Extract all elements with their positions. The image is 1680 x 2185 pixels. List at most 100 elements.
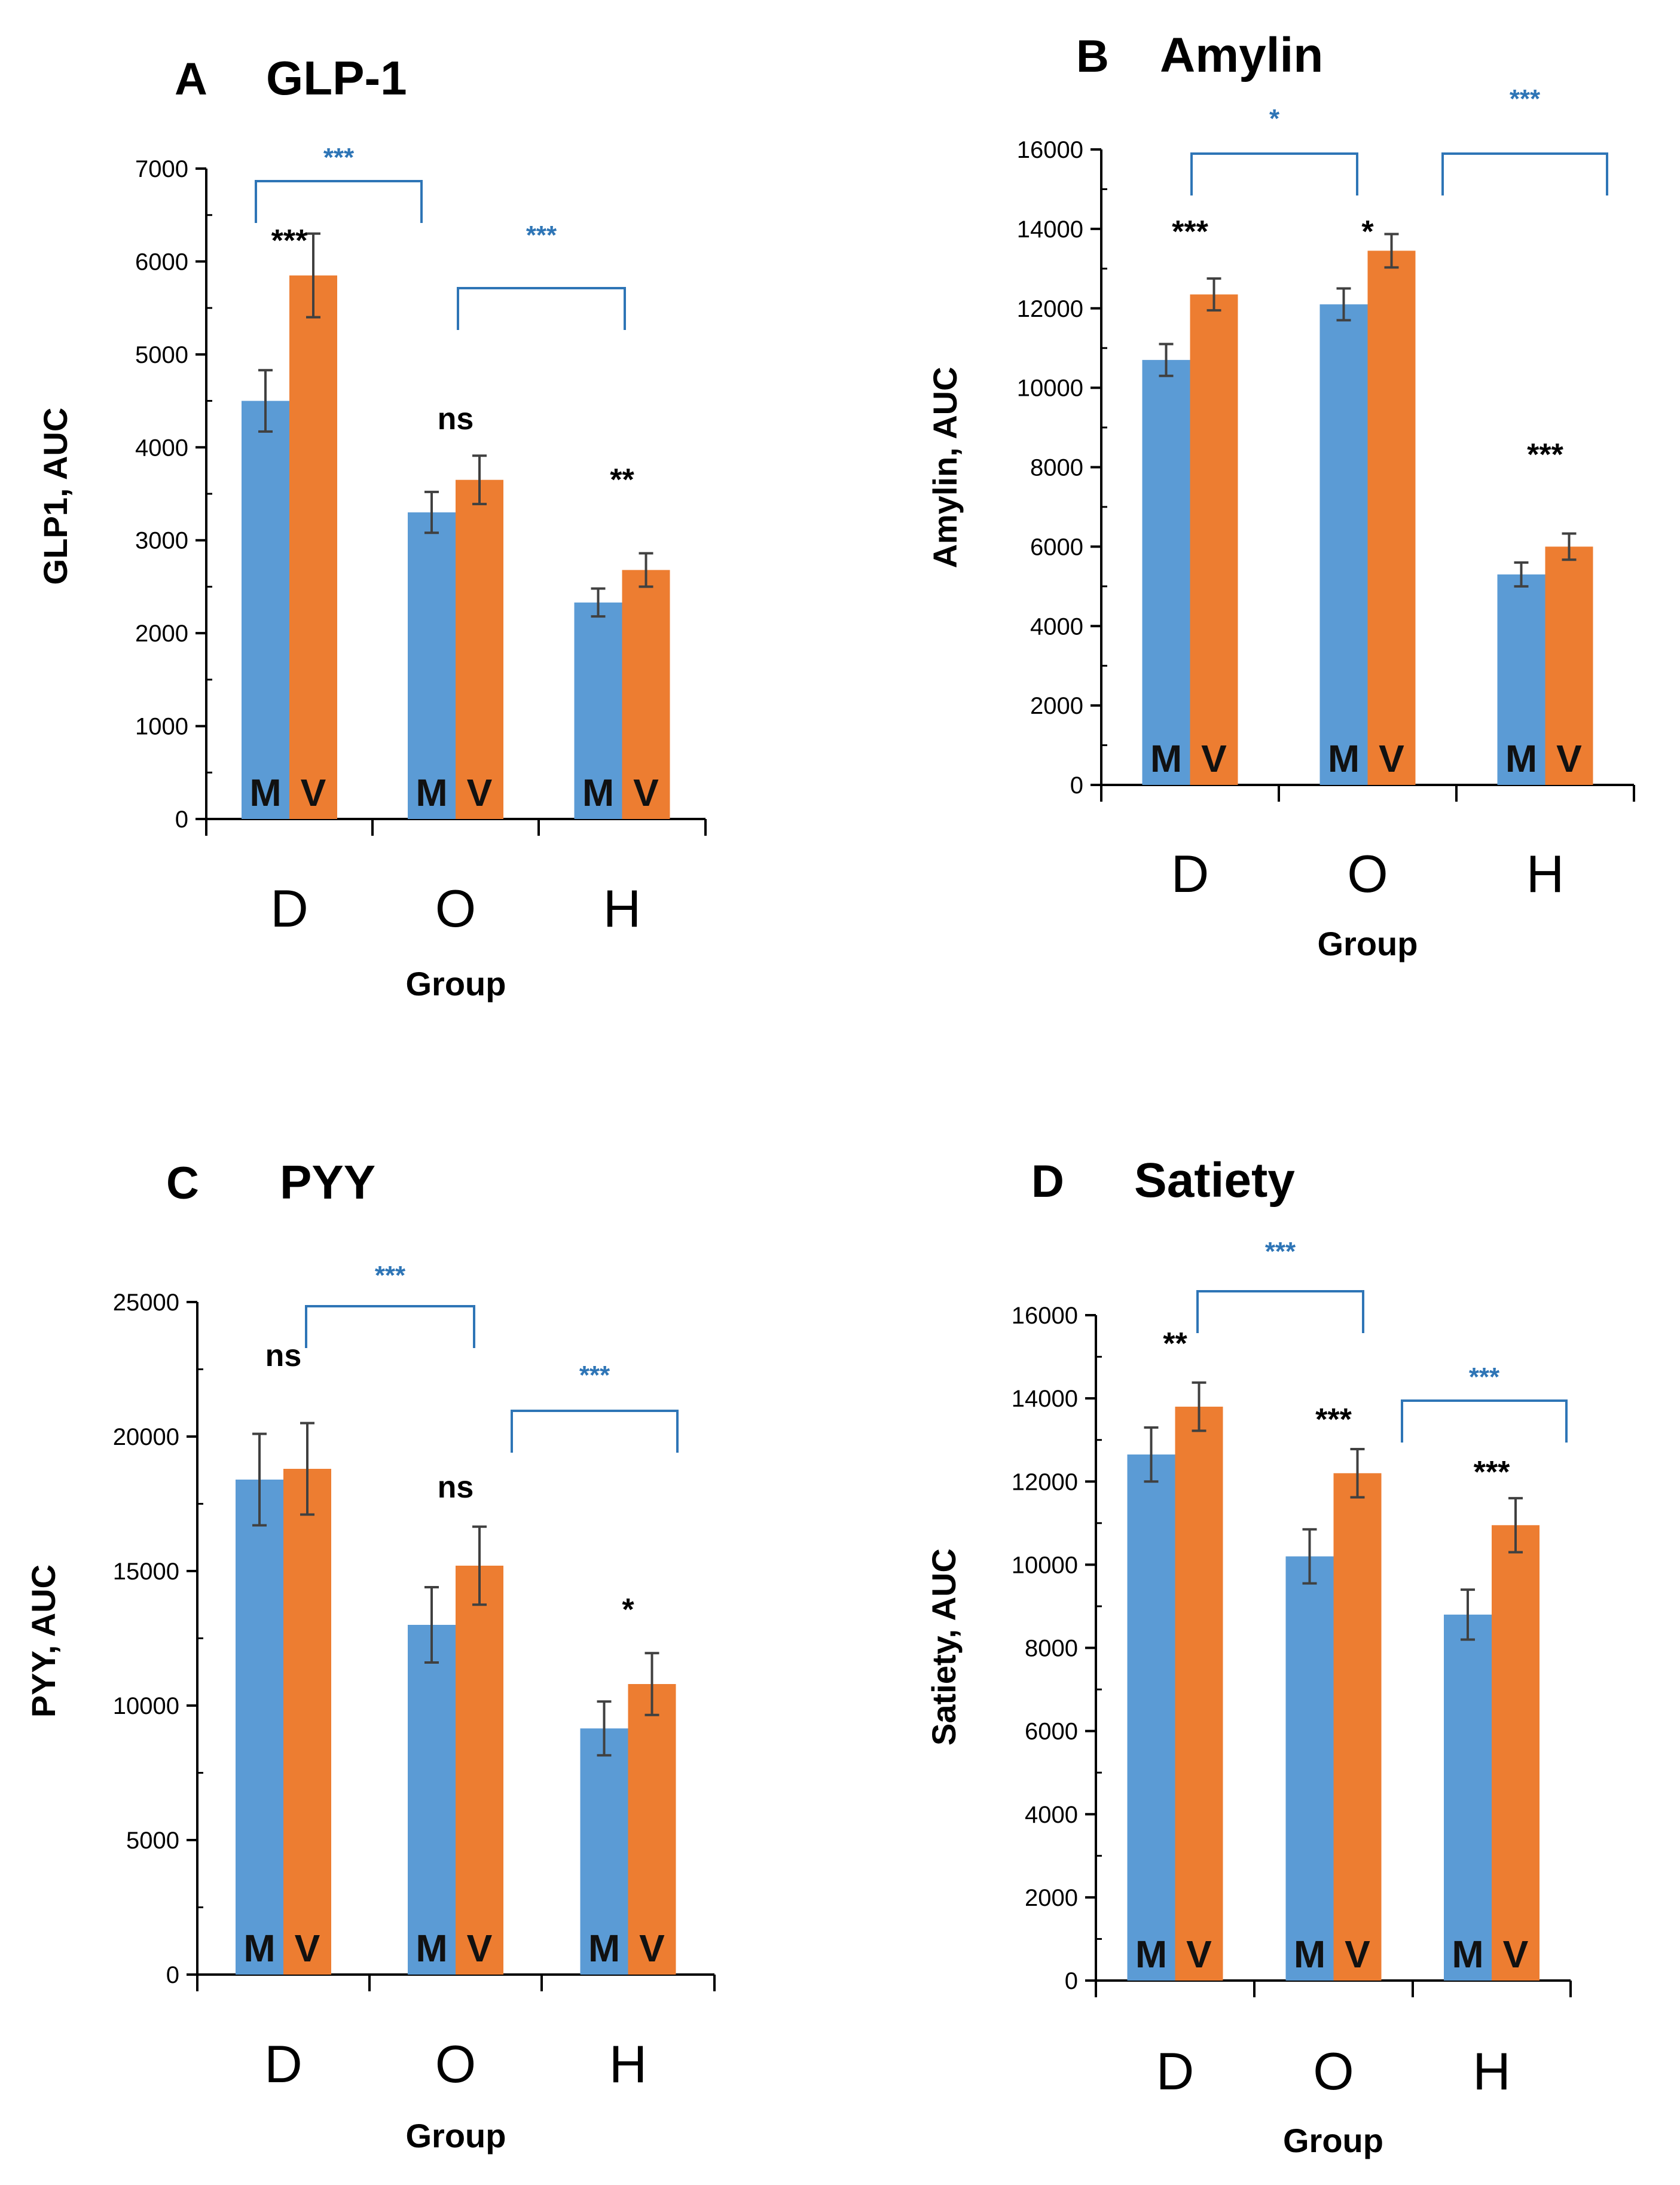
y-axis-title: GLP1, AUC bbox=[36, 408, 74, 585]
panel-letter: A bbox=[175, 54, 207, 105]
x-category-label: D bbox=[264, 2034, 303, 2094]
x-category-label: D bbox=[270, 879, 308, 938]
comparison-bracket bbox=[305, 1305, 475, 1348]
bar-v-o bbox=[456, 479, 503, 819]
bracket-significance: *** bbox=[323, 143, 355, 172]
bar-m-d bbox=[242, 401, 289, 819]
bar-letter-m: M bbox=[249, 771, 281, 814]
x-category-label: H bbox=[1473, 2042, 1511, 2101]
bar-letter-m: M bbox=[1452, 1933, 1483, 1976]
x-category-label: O bbox=[1347, 844, 1388, 903]
y-tick-label: 10000 bbox=[1017, 375, 1083, 402]
group-significance: ns bbox=[438, 1470, 474, 1505]
bracket-significance: *** bbox=[375, 1261, 406, 1290]
bar-letter-v: V bbox=[633, 771, 659, 814]
bar-v-d bbox=[1190, 294, 1238, 785]
y-tick-label: 5000 bbox=[135, 342, 188, 368]
bar-letter-v: V bbox=[1345, 1933, 1370, 1976]
bar-m-d bbox=[1127, 1454, 1175, 1981]
bar-letter-v: V bbox=[1186, 1933, 1212, 1976]
comparison-bracket bbox=[1196, 1290, 1364, 1333]
bar-letter-v: V bbox=[301, 771, 326, 814]
comparison-bracket bbox=[255, 180, 423, 223]
chart-title: GLP-1 bbox=[266, 51, 407, 105]
panel-letter: C bbox=[166, 1158, 199, 1209]
group-significance: *** bbox=[271, 224, 308, 258]
comparison-bracket bbox=[1441, 152, 1608, 195]
y-tick-label: 25000 bbox=[113, 1289, 179, 1316]
bracket-significance: * bbox=[1269, 104, 1280, 133]
y-tick-label: 7000 bbox=[135, 156, 188, 182]
y-tick-label: 16000 bbox=[1012, 1303, 1078, 1329]
bar-m-o bbox=[1319, 304, 1368, 785]
bar-letter-v: V bbox=[1201, 737, 1227, 780]
y-tick-label: 0 bbox=[166, 1962, 179, 1988]
chart-title: Satiety bbox=[1134, 1153, 1295, 1208]
y-tick-label: 4000 bbox=[135, 435, 188, 461]
bar-letter-m: M bbox=[582, 771, 614, 814]
x-category-label: H bbox=[1526, 844, 1565, 903]
bar-m-h bbox=[580, 1728, 628, 1975]
y-tick-label: 10000 bbox=[113, 1693, 179, 1719]
bar-letter-v: V bbox=[467, 771, 493, 814]
y-tick-label: 10000 bbox=[1012, 1552, 1078, 1578]
y-tick-label: 0 bbox=[1065, 1968, 1078, 1994]
bar-v-d bbox=[283, 1469, 331, 1975]
y-tick-label: 0 bbox=[1070, 772, 1083, 799]
group-significance: * bbox=[622, 1593, 634, 1627]
bar-v-d bbox=[289, 275, 337, 819]
bar-m-d bbox=[1142, 360, 1190, 785]
bar-v-o bbox=[456, 1566, 503, 1975]
bar-v-o bbox=[1333, 1473, 1382, 1981]
bar-m-o bbox=[408, 1625, 456, 1975]
x-category-label: O bbox=[435, 879, 476, 938]
y-tick-label: 4000 bbox=[1025, 1802, 1078, 1828]
x-category-label: D bbox=[1156, 2042, 1195, 2101]
y-tick-label: 12000 bbox=[1012, 1469, 1078, 1495]
y-tick-label: 6000 bbox=[1030, 534, 1083, 560]
y-tick-label: 2000 bbox=[1030, 693, 1083, 719]
y-tick-label: 4000 bbox=[1030, 613, 1083, 640]
bar-letter-v: V bbox=[1503, 1933, 1529, 1976]
x-category-label: O bbox=[1313, 2042, 1354, 2101]
panel-letter: B bbox=[1076, 31, 1109, 82]
group-significance: ** bbox=[610, 463, 634, 497]
bar-v-h bbox=[1545, 546, 1593, 785]
bar-m-o bbox=[1285, 1556, 1334, 1981]
y-tick-label: 16000 bbox=[1017, 137, 1083, 163]
bar-v-d bbox=[1175, 1407, 1223, 1981]
x-category-label: D bbox=[1171, 844, 1209, 903]
bracket-significance: *** bbox=[1265, 1237, 1296, 1266]
comparison-bracket bbox=[457, 287, 626, 330]
y-tick-label: 14000 bbox=[1017, 216, 1083, 243]
bar-letter-v: V bbox=[1379, 737, 1404, 780]
group-significance: * bbox=[1361, 215, 1374, 249]
bracket-significance: *** bbox=[1510, 84, 1541, 114]
group-significance: ns bbox=[438, 402, 474, 436]
chart-title: PYY bbox=[280, 1156, 375, 1209]
x-axis-title: Group bbox=[1283, 2122, 1383, 2159]
bar-letter-m: M bbox=[416, 771, 447, 814]
y-tick-label: 15000 bbox=[113, 1558, 179, 1585]
bracket-significance: *** bbox=[1469, 1362, 1500, 1392]
y-axis-title: Satiety, AUC bbox=[925, 1548, 963, 1746]
bar-letter-m: M bbox=[588, 1927, 620, 1970]
bar-v-h bbox=[1492, 1525, 1540, 1981]
bar-v-h bbox=[622, 570, 670, 819]
group-significance: ns bbox=[265, 1338, 302, 1373]
bar-letter-m: M bbox=[416, 1927, 447, 1970]
y-tick-label: 2000 bbox=[1025, 1885, 1078, 1911]
x-axis-title: Group bbox=[406, 965, 506, 1003]
chart-title: Amylin bbox=[1160, 28, 1323, 82]
panel-letter: D bbox=[1031, 1156, 1064, 1207]
bar-letter-v: V bbox=[295, 1927, 320, 1970]
bar-m-h bbox=[1497, 574, 1545, 785]
y-tick-label: 6000 bbox=[1025, 1719, 1078, 1745]
bar-letter-m: M bbox=[1328, 737, 1360, 780]
y-axis-title: PYY, AUC bbox=[25, 1564, 62, 1718]
y-tick-label: 8000 bbox=[1030, 455, 1083, 481]
bar-letter-m: M bbox=[1505, 737, 1537, 780]
bar-m-h bbox=[1444, 1614, 1492, 1981]
x-axis-title: Group bbox=[1318, 925, 1418, 962]
